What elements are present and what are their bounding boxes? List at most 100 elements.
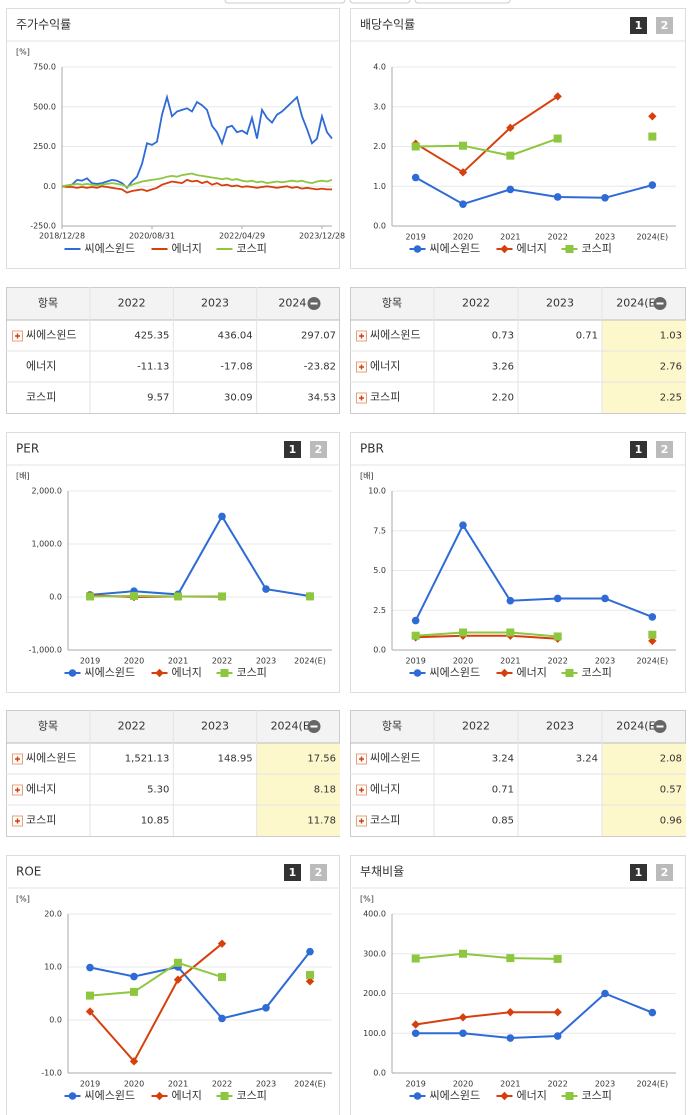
- table-cell: 2.25: [660, 393, 682, 404]
- series-line: [89, 942, 223, 1064]
- tab-label[interactable]: 2: [661, 866, 669, 879]
- point: [601, 594, 609, 603]
- panel: [350, 8, 686, 269]
- legend-label: 코스피: [582, 1089, 612, 1102]
- x-tick-label: 2021: [500, 1080, 520, 1089]
- point: [553, 954, 562, 963]
- tab[interactable]: [284, 441, 301, 458]
- legend-label: 코스피: [237, 666, 267, 679]
- table-cell: 2.76: [660, 362, 682, 373]
- tab-label[interactable]: 1: [635, 443, 643, 456]
- point: [458, 168, 468, 177]
- point: [648, 1008, 657, 1017]
- tab[interactable]: [656, 17, 673, 34]
- tab-label[interactable]: 1: [635, 19, 643, 32]
- tab-label[interactable]: 1: [635, 866, 643, 879]
- table-cell: 0.96: [660, 816, 682, 827]
- point: [411, 1029, 420, 1038]
- expand-icon-plus[interactable]: [15, 787, 20, 793]
- table-cell: 9.57: [147, 393, 169, 404]
- series-line: [415, 634, 558, 640]
- x-tick-label: 2023: [595, 233, 615, 242]
- expand-icon-plus[interactable]: [359, 333, 364, 339]
- legend-label: 씨에스윈드: [430, 1088, 481, 1102]
- expand-icon-plus[interactable]: [359, 787, 364, 793]
- series-line: [89, 514, 311, 598]
- tab-label[interactable]: 1: [289, 866, 297, 879]
- y-tick-label: -250.0: [30, 222, 56, 231]
- tab[interactable]: [310, 441, 327, 458]
- tab[interactable]: [284, 864, 301, 881]
- point: [553, 193, 562, 201]
- row-label: 에너지: [26, 360, 56, 373]
- tab[interactable]: [630, 17, 647, 34]
- top-button[interactable]: [224, 0, 346, 4]
- y-tick-label: -1,000.0: [29, 646, 62, 655]
- series-line: [89, 950, 311, 1020]
- legend-marker: [155, 668, 164, 678]
- table-cell: 297.07: [301, 331, 336, 342]
- point: [553, 134, 562, 143]
- tab-label[interactable]: 1: [289, 443, 297, 456]
- point: [86, 592, 94, 601]
- expand-icon-plus[interactable]: [359, 818, 364, 824]
- point: [130, 591, 138, 600]
- table-cell: 148.95: [218, 754, 253, 765]
- x-tick-label: 2020: [124, 1080, 144, 1089]
- legend-label: 에너지: [172, 242, 202, 255]
- table-cell: 0.71: [576, 331, 598, 342]
- expand-icon-plus[interactable]: [359, 364, 364, 370]
- tab[interactable]: [630, 864, 647, 881]
- y-tick-label: -10.0: [41, 1069, 62, 1078]
- legend-label: 에너지: [517, 242, 547, 255]
- x-tick-label: 2022: [212, 657, 232, 666]
- top-button[interactable]: [349, 0, 411, 4]
- tab-label[interactable]: 2: [315, 866, 323, 879]
- table-cell: -23.82: [304, 362, 336, 373]
- expand-icon-plus[interactable]: [15, 333, 20, 339]
- row-label: 씨에스윈드: [26, 751, 77, 765]
- table-header: 2022: [118, 720, 146, 733]
- x-tick-label: 2023: [595, 1080, 615, 1089]
- legend-marker: [413, 669, 422, 677]
- tab-label[interactable]: 2: [661, 443, 669, 456]
- x-tick-label: 2022: [547, 233, 567, 242]
- x-tick-label: 2022: [547, 657, 567, 666]
- table-cell: 30.09: [224, 393, 253, 404]
- x-tick-label: 2022/04/29: [219, 232, 265, 241]
- legend-marker: [500, 244, 509, 254]
- row-label: 코스피: [370, 391, 400, 404]
- tab[interactable]: [656, 864, 673, 881]
- point: [305, 977, 315, 986]
- point: [411, 173, 420, 182]
- table-cell: 0.57: [660, 785, 682, 796]
- table-header: 2024: [278, 297, 306, 310]
- point: [262, 585, 270, 593]
- panel-title: ROE: [16, 865, 41, 879]
- y-tick-label: 5.0: [373, 566, 386, 575]
- expand-icon-plus[interactable]: [15, 818, 20, 824]
- top-button[interactable]: [414, 0, 511, 4]
- expand-icon-plus[interactable]: [15, 756, 20, 762]
- tab[interactable]: [656, 441, 673, 458]
- tab-label[interactable]: 2: [315, 443, 323, 456]
- table-header: 2024(E): [616, 297, 660, 310]
- table-cell: 0.85: [492, 816, 514, 827]
- tab[interactable]: [630, 441, 647, 458]
- tab[interactable]: [310, 864, 327, 881]
- tab-label[interactable]: 2: [661, 19, 669, 32]
- point: [553, 1032, 562, 1040]
- row-label: 코스피: [370, 814, 400, 827]
- x-tick-label: 2023: [256, 657, 276, 666]
- series-line: [415, 176, 653, 206]
- legend-label: 씨에스윈드: [85, 1088, 136, 1102]
- x-tick-label: 2021: [168, 1080, 188, 1089]
- expand-icon-plus[interactable]: [359, 756, 364, 762]
- table-cell: 436.04: [218, 331, 253, 342]
- expand-icon-plus[interactable]: [359, 395, 364, 401]
- table-cell: 10.85: [141, 816, 170, 827]
- y-tick-label: 0.0: [373, 646, 386, 655]
- point: [306, 970, 314, 979]
- series-line: [415, 1011, 558, 1026]
- table-header: 항목: [382, 720, 402, 733]
